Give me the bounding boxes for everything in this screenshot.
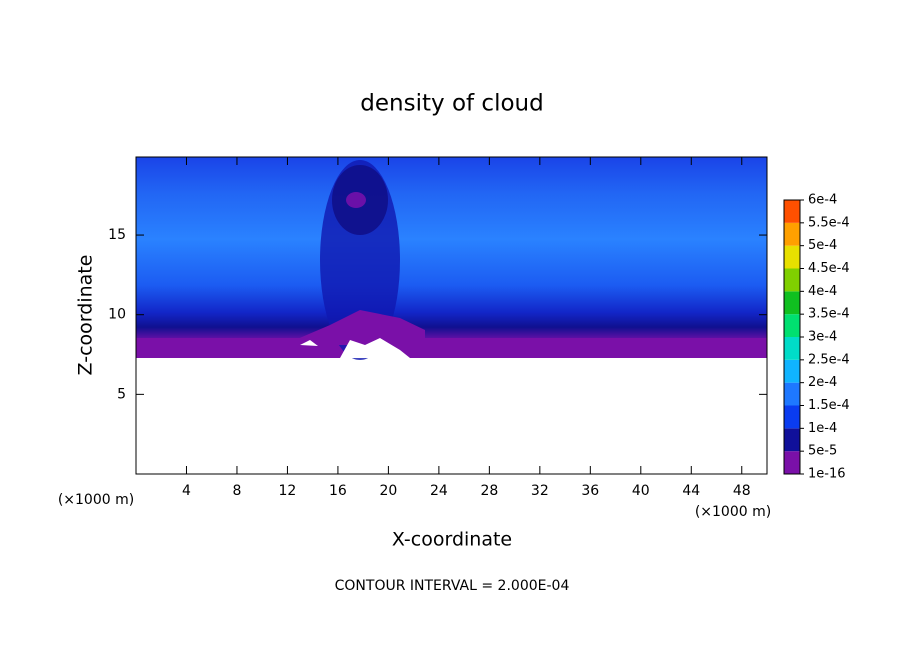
x-tick-label: 20	[379, 483, 397, 499]
colorbar-segment	[784, 222, 800, 246]
colorbar-label: 3e-4	[808, 330, 837, 345]
colorbar-label: 1e-16	[808, 467, 846, 482]
x-tick-label: 32	[531, 483, 549, 499]
colorbar-label: 4e-4	[808, 284, 837, 299]
colorbar-label: 5e-5	[808, 444, 837, 459]
colorbar-label: 6e-4	[808, 193, 837, 208]
x-tick-label: 36	[581, 483, 599, 499]
y-tick-label: 15	[108, 227, 126, 243]
colorbar-segment	[784, 314, 800, 337]
note: CONTOUR INTERVAL = 2.000E-04	[335, 578, 570, 594]
colorbar-segment	[784, 268, 800, 292]
x-tick-label: 24	[430, 483, 448, 499]
colorbar-label: 5e-4	[808, 238, 837, 253]
x-tick-label: 44	[682, 483, 700, 499]
colorbar-label: 4.5e-4	[808, 261, 850, 276]
x-tick-label: 28	[480, 483, 498, 499]
colorbar-segment	[784, 428, 800, 452]
colorbar-label: 1e-4	[808, 421, 837, 436]
colorbar-label: 1.5e-4	[808, 398, 850, 413]
colorbar-label: 2.5e-4	[808, 352, 850, 367]
x-tick-label: 4	[182, 483, 191, 499]
colorbar-segment	[784, 405, 800, 429]
y-tick-label: 5	[117, 386, 126, 402]
x-tick-label: 16	[329, 483, 347, 499]
colorbar-label: 3.5e-4	[808, 307, 850, 322]
y-unit: (×1000 m)	[58, 492, 134, 508]
colorbar-label: 2e-4	[808, 375, 837, 390]
colorbar-segment	[784, 382, 800, 406]
plot-frame	[135, 156, 768, 475]
x-tick-label: 8	[232, 483, 241, 499]
colorbar-segment	[784, 291, 800, 315]
chart-title: density of cloud	[360, 91, 543, 117]
x-axis-label: X-coordinate	[392, 529, 512, 551]
colorbar-label: 5.5e-4	[808, 215, 850, 230]
x-tick-label: 48	[733, 483, 751, 499]
x-tick-label: 12	[279, 483, 297, 499]
x-unit: (×1000 m)	[695, 504, 771, 520]
x-tick-label: 40	[632, 483, 650, 499]
colorbar-segment	[784, 451, 800, 474]
y-axis-label: Z-coordinate	[75, 255, 97, 376]
colorbar-segment	[784, 245, 800, 269]
colorbar-segment	[784, 337, 800, 360]
y-tick-label: 10	[108, 307, 126, 323]
contour-field	[136, 157, 767, 360]
colorbar-segment	[784, 200, 800, 223]
colorbar-segment	[784, 359, 800, 383]
